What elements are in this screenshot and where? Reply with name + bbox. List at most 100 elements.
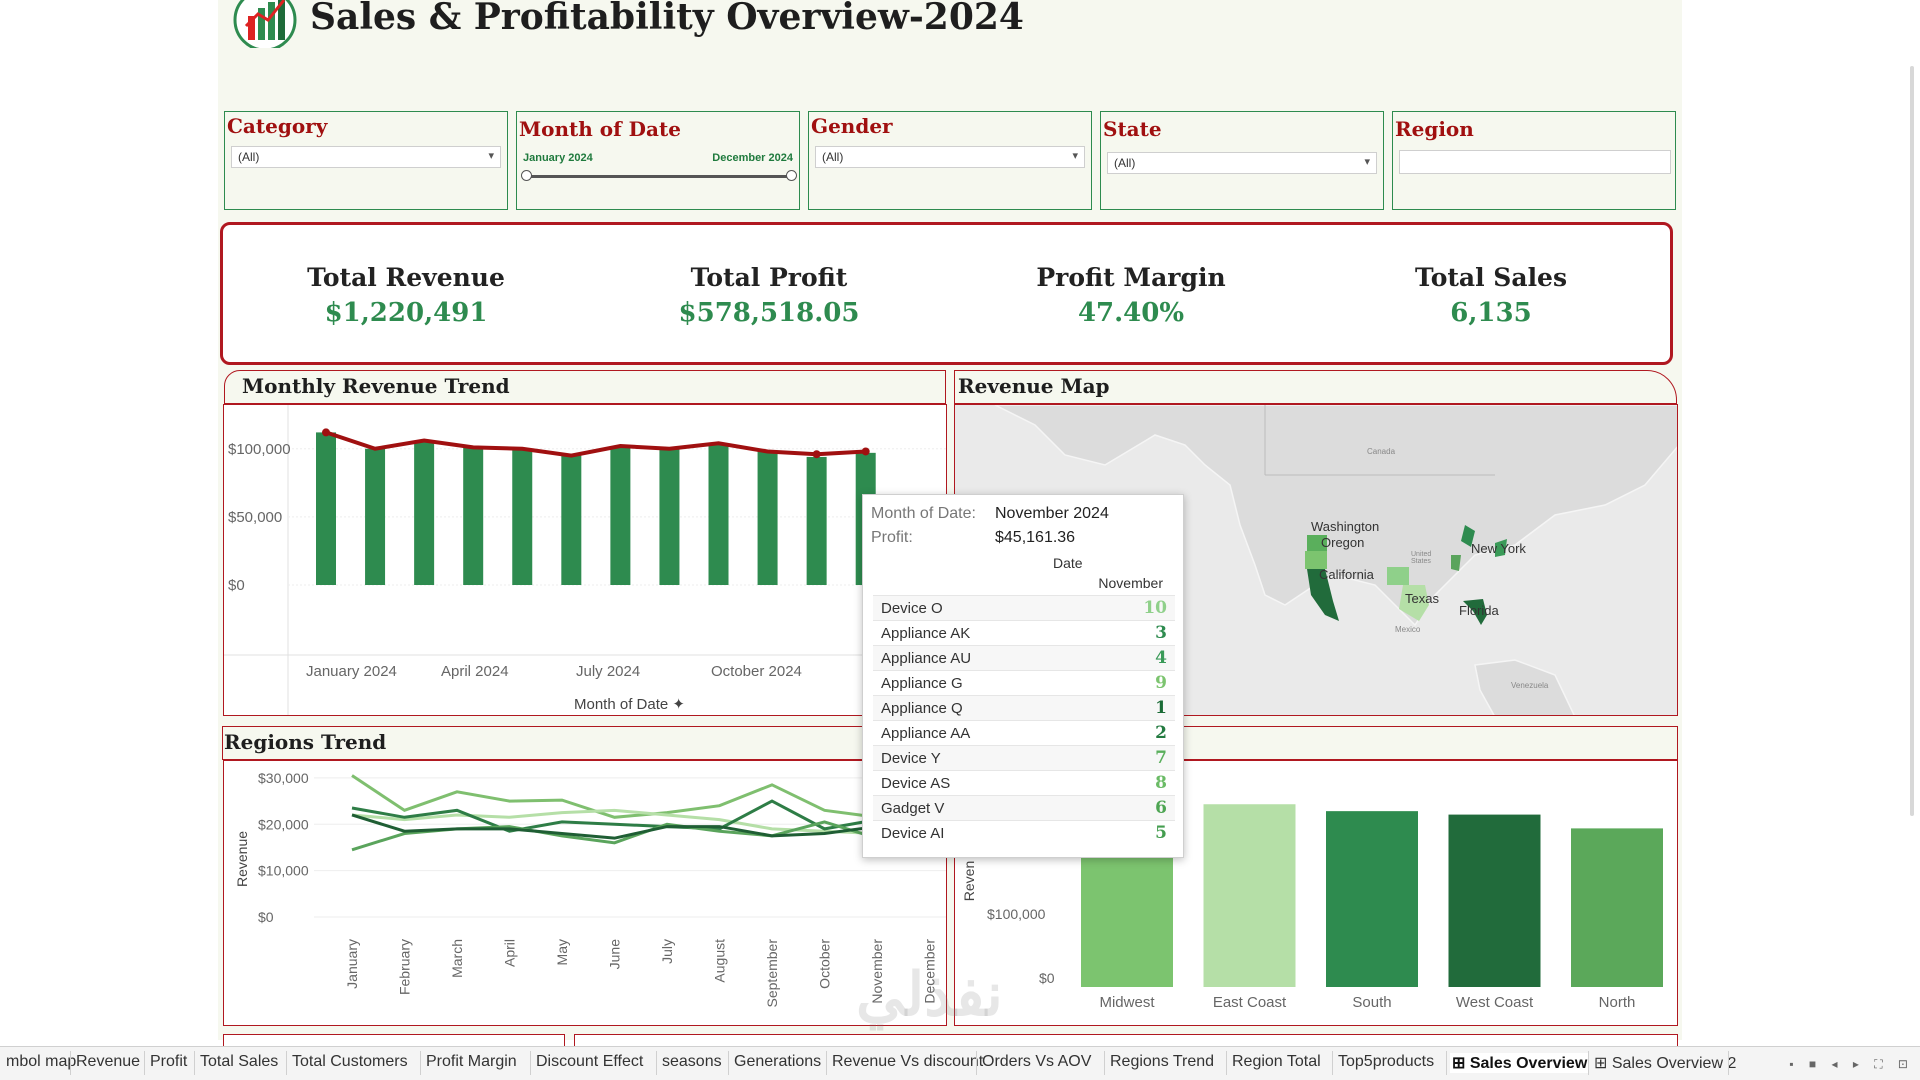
tooltip-product-name: Appliance AA <box>881 725 971 742</box>
category-filter-label: Category <box>227 114 328 138</box>
state-washington[interactable] <box>1307 535 1327 551</box>
sheet-tab[interactable]: mbol map <box>6 1053 77 1070</box>
region-series-2 <box>351 799 930 833</box>
month-slider-end-handle[interactable] <box>786 170 797 181</box>
sheet-tab[interactable]: Regions Trend <box>1110 1053 1215 1070</box>
bar-Jun <box>561 455 582 585</box>
y-tick-label: $30,000 <box>258 770 309 786</box>
map-label-texas: Texas <box>1405 591 1439 606</box>
bar-Aug <box>659 448 680 585</box>
tab-separator <box>976 1051 977 1075</box>
tooltip-row: Device AS 8 <box>873 770 1175 795</box>
revenue-line <box>325 430 866 458</box>
tooltip-product-count: 8 <box>1155 773 1167 793</box>
tab-separator <box>728 1051 729 1075</box>
sheet-tab[interactable]: Profit <box>150 1053 188 1070</box>
kpi-card: Total Revenue $1,220,491 Total Profit $5… <box>220 222 1673 365</box>
kpi-value: 6,135 <box>1450 298 1532 328</box>
map-label-canada: Canada <box>1367 447 1396 456</box>
sheet-tab[interactable]: Orders Vs AOV <box>982 1053 1092 1070</box>
tooltip-row: Appliance AU 4 <box>873 645 1175 670</box>
pin-icon[interactable]: ✦ <box>672 696 685 713</box>
kpi-total-sales: Total Sales 6,135 <box>1341 263 1641 328</box>
tab-separator <box>530 1051 531 1075</box>
gender-dropdown[interactable]: (All) ▾ <box>815 146 1085 168</box>
state-filter: State (All) ▾ <box>1100 111 1384 210</box>
state-oregon[interactable] <box>1305 551 1327 569</box>
tab-separator <box>1728 1051 1729 1075</box>
x-tick-label: November <box>869 939 885 1004</box>
state-california[interactable] <box>1307 569 1339 621</box>
sheet-tab[interactable]: seasons <box>662 1053 722 1070</box>
tooltip-month-label: Month of Date: <box>871 505 976 522</box>
sheet-navigation-controls[interactable]: ▪ ■ ◂ ▸ ⛶ ⊡ <box>1789 1057 1914 1071</box>
tooltip-month-value: November 2024 <box>995 505 1109 522</box>
state-florida[interactable] <box>1463 599 1487 625</box>
region-total-ylabel: Reven <box>961 860 978 902</box>
revenue-map <box>994 405 1677 715</box>
sheet-tab[interactable]: ⊞ Sales Overview <box>1450 1053 1590 1073</box>
region-search-input[interactable] <box>1399 150 1671 174</box>
state-illinois[interactable] <box>1451 555 1461 571</box>
product-tooltip: Month of Date: November 2024 Profit: $45… <box>862 494 1184 858</box>
sheet-tab[interactable]: Top5products <box>1338 1053 1435 1070</box>
month-slider-start-handle[interactable] <box>521 170 532 181</box>
tooltip-row: Device AI 5 <box>873 820 1175 845</box>
sheet-tab[interactable]: Revenue Vs discount <box>832 1053 984 1070</box>
sheet-tab[interactable]: Revenue <box>76 1053 141 1070</box>
tooltip-header-date: Date <box>1053 555 1083 571</box>
bar-East Coast <box>1203 804 1296 987</box>
sheet-tab[interactable]: Total Sales <box>200 1053 279 1070</box>
map-label-mexico: Mexico <box>1395 625 1421 634</box>
state-texas[interactable] <box>1399 585 1429 621</box>
category-dropdown[interactable]: (All) ▾ <box>231 146 501 168</box>
tooltip-product-name: Device Y <box>881 750 941 767</box>
tooltip-product-count: 1 <box>1155 698 1167 718</box>
tab-separator <box>70 1051 71 1075</box>
tab-separator <box>826 1051 827 1075</box>
sheet-tab[interactable]: Profit Margin <box>426 1053 517 1070</box>
tooltip-product-name: Device O <box>881 600 943 617</box>
month-filter-label: Month of Date <box>519 117 681 141</box>
x-tick-label: October 2024 <box>711 663 802 680</box>
kpi-label: Total Sales <box>1414 263 1568 292</box>
y-tick-label: $10,000 <box>258 863 309 879</box>
map-label-venezuela: Venezuela <box>1511 681 1549 690</box>
sheet-tab[interactable]: Total Customers <box>292 1053 408 1070</box>
sheet-tab[interactable]: Generations <box>734 1053 822 1070</box>
line-point <box>812 450 821 459</box>
state-michigan[interactable] <box>1461 525 1475 547</box>
sheet-tab[interactable]: ⊞ Sales Overview 2 <box>1594 1055 1737 1072</box>
revenue-map-title-bar <box>954 370 1677 404</box>
x-tick-label: April 2024 <box>441 663 509 680</box>
map-label-new-york: New York <box>1471 541 1526 556</box>
bar-North <box>1571 828 1663 987</box>
bar-Nov <box>806 456 827 585</box>
state-new-york[interactable] <box>1495 539 1507 557</box>
tab-separator <box>194 1051 195 1075</box>
state-dropdown[interactable]: (All) ▾ <box>1107 152 1377 174</box>
state-interior[interactable] <box>1387 567 1409 585</box>
tooltip-profit-label: Profit: <box>871 529 913 546</box>
month-filter: Month of Date January 2024 December 2024 <box>516 111 800 210</box>
bottom-panel-left-stub <box>223 1034 565 1046</box>
x-tick-label: September <box>764 939 780 1008</box>
tab-separator <box>1588 1051 1589 1075</box>
sheet-tab[interactable]: Region Total <box>1232 1053 1321 1070</box>
region-filter-label: Region <box>1395 117 1474 141</box>
month-slider-track[interactable] <box>525 175 793 178</box>
vertical-scrollbar[interactable] <box>1910 66 1914 816</box>
kpi-total-profit: Total Profit $578,518.05 <box>619 263 919 328</box>
x-tick-label: April <box>502 939 518 967</box>
bar-Feb <box>365 448 386 585</box>
state-dropdown-value: (All) <box>1114 156 1136 170</box>
gender-filter-label: Gender <box>811 114 893 138</box>
bar-Oct <box>757 451 778 585</box>
map-label-florida: Florida <box>1459 603 1499 618</box>
bar-Mar <box>414 440 435 585</box>
tooltip-row: Appliance Q 1 <box>873 695 1175 720</box>
tooltip-product-name: Appliance G <box>881 675 963 692</box>
tooltip-row: Device Y 7 <box>873 745 1175 770</box>
tab-separator <box>144 1051 145 1075</box>
sheet-tab[interactable]: Discount Effect <box>536 1053 644 1070</box>
